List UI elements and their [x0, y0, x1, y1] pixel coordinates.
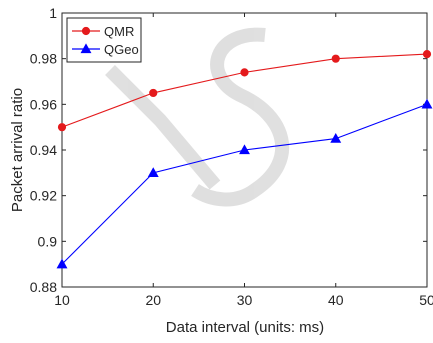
- legend-label: QMR: [104, 24, 134, 39]
- x-axis-label: Data interval (units: ms): [166, 319, 324, 336]
- x-tick-label: 20: [145, 292, 161, 308]
- legend-label: QGeo: [104, 42, 139, 57]
- x-tick-label: 40: [328, 292, 344, 308]
- data-point: [422, 50, 432, 59]
- y-tick-label: 0.94: [30, 142, 57, 158]
- x-tick-label: 10: [54, 292, 70, 308]
- series-qmr: [57, 50, 432, 132]
- legend-item-qgeo: QGeo: [72, 42, 139, 57]
- series-qgeo: [56, 98, 433, 269]
- y-tick-label: 1: [49, 5, 57, 21]
- data-point: [331, 54, 340, 63]
- data-point: [240, 68, 249, 77]
- legend-marker: [80, 43, 92, 54]
- data-point: [421, 98, 433, 109]
- data-point: [149, 88, 158, 98]
- watermark: [105, 27, 290, 207]
- data-point: [330, 132, 342, 143]
- legend-item-qmr: QMR: [72, 24, 134, 39]
- data-point: [147, 167, 159, 178]
- x-tick-label: 30: [237, 292, 253, 308]
- y-tick-label: 0.92: [30, 188, 57, 204]
- legend: QMR QGeo: [66, 17, 142, 63]
- data-point: [57, 123, 67, 132]
- legend-box: [66, 17, 142, 63]
- y-tick-label: 0.96: [30, 96, 57, 112]
- y-tick-label: 0.9: [38, 233, 58, 249]
- legend-marker: [81, 26, 91, 36]
- y-axis-label: Packet arrival ratio: [9, 88, 26, 212]
- data-point: [239, 144, 250, 155]
- series-line: [61, 103, 428, 265]
- data-point: [56, 258, 68, 269]
- x-tick-label: 50: [419, 292, 433, 308]
- y-tick-label: 0.98: [30, 51, 57, 67]
- y-tick-label: 0.88: [30, 279, 57, 295]
